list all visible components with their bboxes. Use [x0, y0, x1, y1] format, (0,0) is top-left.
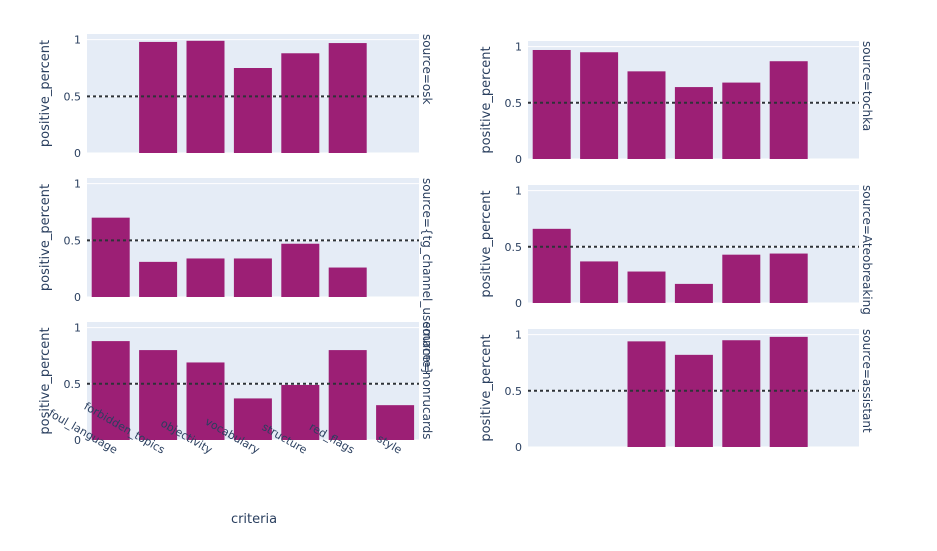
bar[interactable]	[139, 261, 178, 297]
y-tick-label: 0	[515, 297, 522, 310]
y-tick-label: 0.5	[64, 234, 82, 247]
y-tick-label: 0.5	[64, 90, 82, 103]
bar[interactable]	[186, 258, 225, 297]
bar[interactable]	[328, 43, 367, 153]
y-tick-label: 0	[515, 153, 522, 166]
facet-label: source=nonrucards	[420, 322, 434, 440]
facet-label: source=osk	[420, 34, 434, 104]
bar[interactable]	[186, 362, 225, 440]
bar[interactable]	[722, 82, 761, 159]
y-axis-title: positive_percent	[479, 190, 494, 297]
y-axis-title: positive_percent	[38, 327, 53, 434]
y-tick-label: 0.5	[505, 97, 523, 110]
y-axis-title: positive_percent	[479, 46, 494, 153]
y-tick-label: 1	[515, 185, 522, 198]
bar[interactable]	[281, 384, 320, 440]
y-axis-title: positive_percent	[479, 334, 494, 441]
bar[interactable]	[139, 41, 178, 153]
x-axis-title: criteria	[231, 512, 277, 527]
bar[interactable]	[532, 228, 571, 303]
bar[interactable]	[722, 340, 761, 447]
y-axis-title: positive_percent	[38, 40, 53, 147]
y-tick-label: 1	[74, 322, 81, 335]
bar[interactable]	[580, 261, 619, 303]
bar[interactable]	[769, 336, 808, 447]
bar[interactable]	[627, 341, 666, 447]
y-tick-label: 0	[74, 147, 81, 160]
bar[interactable]	[722, 254, 761, 303]
bar[interactable]	[674, 354, 713, 447]
y-tick-label: 0	[515, 441, 522, 454]
bar[interactable]	[328, 350, 367, 440]
bar[interactable]	[376, 405, 415, 440]
bar[interactable]	[233, 258, 272, 297]
y-tick-label: 1	[515, 329, 522, 342]
bar[interactable]	[91, 341, 130, 440]
y-tick-label: 0	[74, 291, 81, 304]
y-tick-label: 0.5	[505, 241, 523, 254]
y-tick-label: 0.5	[505, 385, 523, 398]
facet-label: source=assistant	[860, 329, 874, 433]
facet-label: source=Ateobreaking	[860, 185, 874, 315]
bar[interactable]	[91, 217, 130, 297]
bar[interactable]	[627, 271, 666, 303]
bar[interactable]	[674, 283, 713, 303]
bar[interactable]	[281, 53, 320, 154]
bar[interactable]	[674, 87, 713, 159]
y-tick-label: 1	[515, 41, 522, 54]
bar[interactable]	[233, 68, 272, 153]
bar[interactable]	[769, 253, 808, 303]
bar[interactable]	[233, 398, 272, 440]
bar[interactable]	[281, 243, 320, 297]
bar[interactable]	[328, 267, 367, 297]
bar[interactable]	[186, 40, 225, 153]
y-tick-label: 1	[74, 178, 81, 191]
bar[interactable]	[580, 52, 619, 159]
facet-label: source={tg_channel_username}	[420, 178, 434, 375]
bar[interactable]	[532, 49, 571, 159]
y-tick-label: 0	[74, 434, 81, 447]
bar[interactable]	[769, 61, 808, 159]
y-axis-title: positive_percent	[38, 184, 53, 291]
y-tick-label: 1	[74, 34, 81, 47]
bar[interactable]	[139, 350, 178, 440]
facet-label: source=tochka	[860, 41, 874, 131]
y-tick-label: 0.5	[64, 378, 82, 391]
bar[interactable]	[627, 71, 666, 159]
